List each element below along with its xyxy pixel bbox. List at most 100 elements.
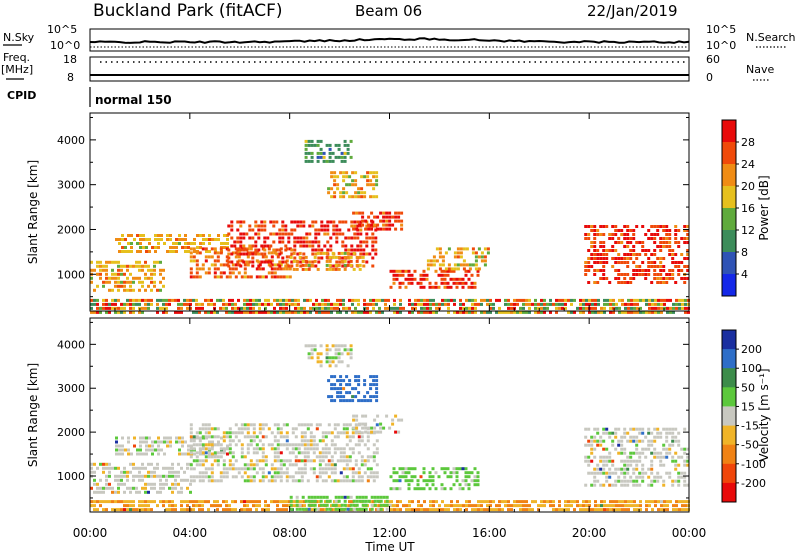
velocity-cell [258,427,262,431]
velocity-cell [273,471,277,475]
power-cell [641,269,645,272]
power-cell [290,264,294,268]
power-cell [342,306,345,310]
power-cell [627,298,630,302]
velocity-cell [435,500,438,504]
power-cell [407,269,411,273]
velocity-cell [345,459,349,463]
velocity-cell [464,471,468,475]
velocity-cell [120,470,123,474]
power-cell [311,224,315,228]
power-cell [376,223,380,227]
power-cell [275,252,279,256]
power-cell [264,302,267,306]
power-cell [264,310,267,314]
velocity-cell [510,504,513,508]
power-cell [304,259,308,263]
velocity-cell [285,459,289,463]
velocity-cell [288,451,292,455]
velocity-cell [276,427,280,431]
power-cell [124,246,127,249]
power-cell [351,302,354,306]
velocity-cell [279,443,283,447]
velocity-cell [647,431,651,435]
velocity-cell [177,462,180,466]
power-cell [344,236,348,240]
velocity-cell [276,500,279,504]
velocity-cell [111,500,114,504]
power-cell [599,277,603,280]
velocity-cell [171,482,174,486]
power-cell [111,298,114,302]
power-cell [683,281,687,284]
power-cell [154,250,157,253]
velocity-cell [641,479,645,483]
power-cell [327,302,330,306]
velocity-cell [234,423,238,427]
power-cell [120,268,123,272]
velocity-cell [189,463,193,467]
power-cell [411,310,414,314]
power-cell [540,306,543,310]
power-cell [662,281,666,284]
velocity-cell [477,504,480,508]
colorbar-tick-label: 15 [741,400,755,413]
velocity-cell [626,459,630,463]
velocity-cell [395,471,399,475]
power-cell [440,273,444,277]
velocity-cell [375,423,379,427]
power-cell [432,302,435,306]
power-cell [638,265,642,268]
velocity-cell [151,452,154,456]
power-cell [210,255,214,259]
power-cell [204,310,207,314]
velocity-cell [594,500,597,504]
power-cell [453,267,457,271]
velocity-cell [127,440,130,444]
power-cell [349,155,353,159]
velocity-cell [662,455,666,459]
velocity-cell [352,499,356,503]
velocity-cell [446,475,450,479]
power-cell [228,302,231,306]
velocity-cell [178,436,181,440]
velocity-cell [93,504,96,508]
velocity-cell [597,508,600,512]
velocity-cell [309,439,313,443]
velocity-cell [303,443,307,447]
power-cell [388,223,392,227]
power-cell [677,265,681,268]
power-cell [230,260,234,264]
power-cell [641,249,645,252]
velocity-cell [318,504,321,508]
velocity-cell [361,503,365,507]
power-cell [651,298,654,302]
power-cell [374,228,378,232]
power-cell [447,302,450,306]
power-cell [396,310,399,314]
power-cell [284,264,288,268]
power-cell [314,248,318,252]
velocity-cell [504,504,507,508]
velocity-cell [467,483,471,487]
power-cell [681,298,684,302]
power-cell [251,228,255,232]
velocity-cell [379,426,383,430]
power-cell [126,298,129,302]
velocity-cell [336,479,340,483]
power-cell [420,302,423,306]
power-cell [593,229,597,232]
power-cell [620,281,624,284]
velocity-cell [588,500,591,504]
velocity-cell [458,467,462,471]
power-cell [350,248,354,252]
velocity-cell [339,455,343,459]
velocity-cell [222,435,226,439]
velocity-cell [243,508,246,512]
velocity-cell [407,487,411,491]
power-cell [531,302,534,306]
velocity-cell [168,508,171,512]
velocity-cell [334,503,338,507]
velocity-cell [367,426,371,430]
velocity-cell [480,504,483,508]
